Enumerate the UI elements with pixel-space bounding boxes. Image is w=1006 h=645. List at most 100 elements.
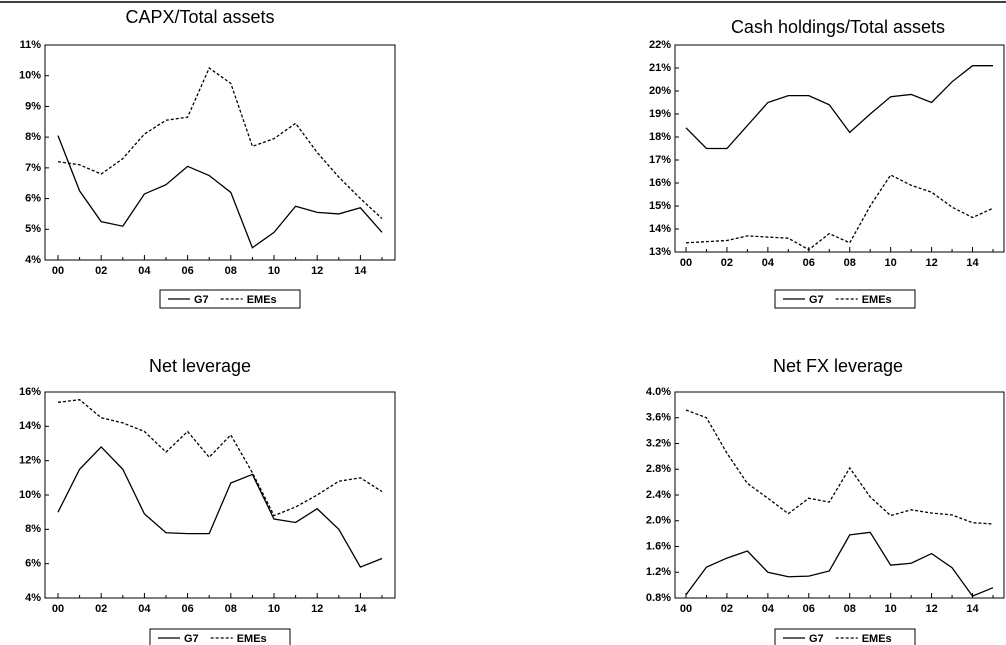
y-tick-label: 22%	[649, 39, 671, 51]
series-line	[685, 531, 994, 597]
x-tick-label: 04	[138, 265, 151, 277]
x-tick-label: 12	[925, 603, 937, 615]
y-tick-label: 0.8%	[646, 592, 671, 604]
y-tick-label: 4%	[25, 254, 41, 266]
x-tick-label: 00	[52, 603, 64, 615]
y-tick-label: 21%	[649, 62, 671, 74]
x-tick-label: 10	[885, 257, 897, 269]
y-tick-label: 18%	[649, 131, 671, 143]
y-tick-label: 8%	[25, 131, 41, 143]
x-tick-label: 08	[225, 265, 237, 277]
x-tick-label: 06	[803, 603, 815, 615]
plot-frame	[674, 44, 1005, 253]
series-line	[685, 409, 994, 525]
plot-frame	[674, 391, 1005, 599]
legend-box	[774, 289, 916, 309]
y-tick-label: 1.2%	[646, 566, 671, 578]
legend-label: EMEs	[237, 633, 267, 645]
series-line	[57, 445, 383, 568]
y-tick-label: 3.2%	[646, 437, 671, 449]
line-chart: Net leverage 4% 6% 8% 10% 12% 14% 16% 00 02 04 06 08…	[19, 356, 396, 645]
y-tick-label: 11%	[20, 39, 42, 51]
y-tick-label: 10%	[19, 489, 41, 501]
x-tick-label: 04	[762, 603, 775, 615]
y-tick-label: 2.0%	[646, 515, 671, 527]
x-tick-label: 12	[311, 265, 323, 277]
legend-box	[149, 628, 291, 645]
x-tick-label: 06	[181, 265, 193, 277]
legend-box	[774, 628, 916, 645]
legend: G7 EMEs	[774, 289, 916, 309]
y-tick-label: 20%	[649, 85, 671, 97]
y-tick-label: 19%	[649, 108, 671, 120]
y-tick-label: 4.0%	[646, 386, 671, 398]
x-tick-label: 14	[354, 603, 367, 615]
x-tick-label: 02	[721, 603, 733, 615]
x-tick-label: 08	[844, 603, 856, 615]
x-tick-label: 00	[52, 265, 64, 277]
y-tick-label: 10%	[19, 70, 41, 82]
x-tick-label: 00	[680, 603, 692, 615]
chart-title: Net FX leverage	[773, 356, 903, 376]
y-tick-label: 14%	[649, 223, 671, 235]
y-tick-label: 1.6%	[646, 540, 671, 552]
legend-label: EMEs	[862, 294, 892, 306]
y-tick-label: 2.4%	[646, 489, 671, 501]
legend-label: EMEs	[247, 294, 277, 306]
line-chart: CAPX/Total assets 4% 5% 6% 7% 8% 9% 10% 11% 00 02 0…	[19, 7, 396, 309]
legend: G7 EMEs	[774, 628, 916, 645]
x-tick-label: 12	[925, 257, 937, 269]
y-tick-label: 16%	[649, 177, 671, 189]
y-tick-label: 12%	[19, 455, 41, 467]
chart-title: Cash holdings/Total assets	[731, 17, 945, 37]
x-tick-label: 06	[803, 257, 815, 269]
legend-label: G7	[184, 633, 199, 645]
series-line	[685, 65, 993, 150]
y-tick-label: 2.8%	[646, 463, 671, 475]
chart-title: CAPX/Total assets	[125, 7, 274, 27]
x-tick-label: 04	[138, 603, 151, 615]
x-tick-label: 06	[181, 603, 193, 615]
y-tick-label: 13%	[649, 246, 671, 258]
y-tick-label: 9%	[25, 100, 41, 112]
series-line	[57, 135, 383, 249]
y-tick-label: 16%	[19, 386, 41, 398]
y-tick-label: 15%	[649, 200, 671, 212]
y-tick-label: 7%	[25, 162, 41, 174]
series-line	[57, 399, 383, 517]
legend: G7 EMEs	[159, 289, 301, 309]
x-tick-label: 00	[680, 257, 692, 269]
y-tick-label: 6%	[25, 192, 41, 204]
x-tick-label: 12	[311, 603, 323, 615]
series-line	[685, 174, 994, 251]
x-tick-label: 08	[844, 257, 856, 269]
legend-label: EMEs	[862, 633, 892, 645]
x-tick-label: 02	[95, 603, 107, 615]
y-tick-label: 14%	[19, 420, 41, 432]
plot-frame	[44, 391, 396, 599]
x-tick-label: 14	[966, 257, 979, 269]
y-tick-label: 8%	[25, 523, 41, 535]
x-tick-label: 10	[885, 603, 897, 615]
y-tick-label: 6%	[25, 558, 41, 570]
legend-box	[159, 289, 301, 309]
x-tick-label: 10	[268, 265, 280, 277]
y-tick-label: 4%	[25, 592, 41, 604]
x-tick-label: 08	[225, 603, 237, 615]
legend-label: G7	[809, 294, 824, 306]
legend: G7 EMEs	[149, 628, 291, 645]
legend-label: G7	[809, 633, 824, 645]
x-tick-label: 10	[268, 603, 280, 615]
line-chart: Net FX leverage 0.8% 1.2% 1.6% 2.0% 2.4% 2.8% 3…	[646, 356, 1005, 645]
x-tick-label: 14	[966, 603, 979, 615]
x-tick-label: 04	[762, 257, 775, 269]
plot-frame	[44, 44, 396, 261]
x-tick-label: 14	[354, 265, 367, 277]
series-line	[57, 67, 383, 220]
y-tick-label: 5%	[25, 223, 41, 235]
x-tick-label: 02	[721, 257, 733, 269]
legend-label: G7	[194, 294, 209, 306]
y-tick-label: 17%	[649, 154, 671, 166]
x-tick-label: 02	[95, 265, 107, 277]
